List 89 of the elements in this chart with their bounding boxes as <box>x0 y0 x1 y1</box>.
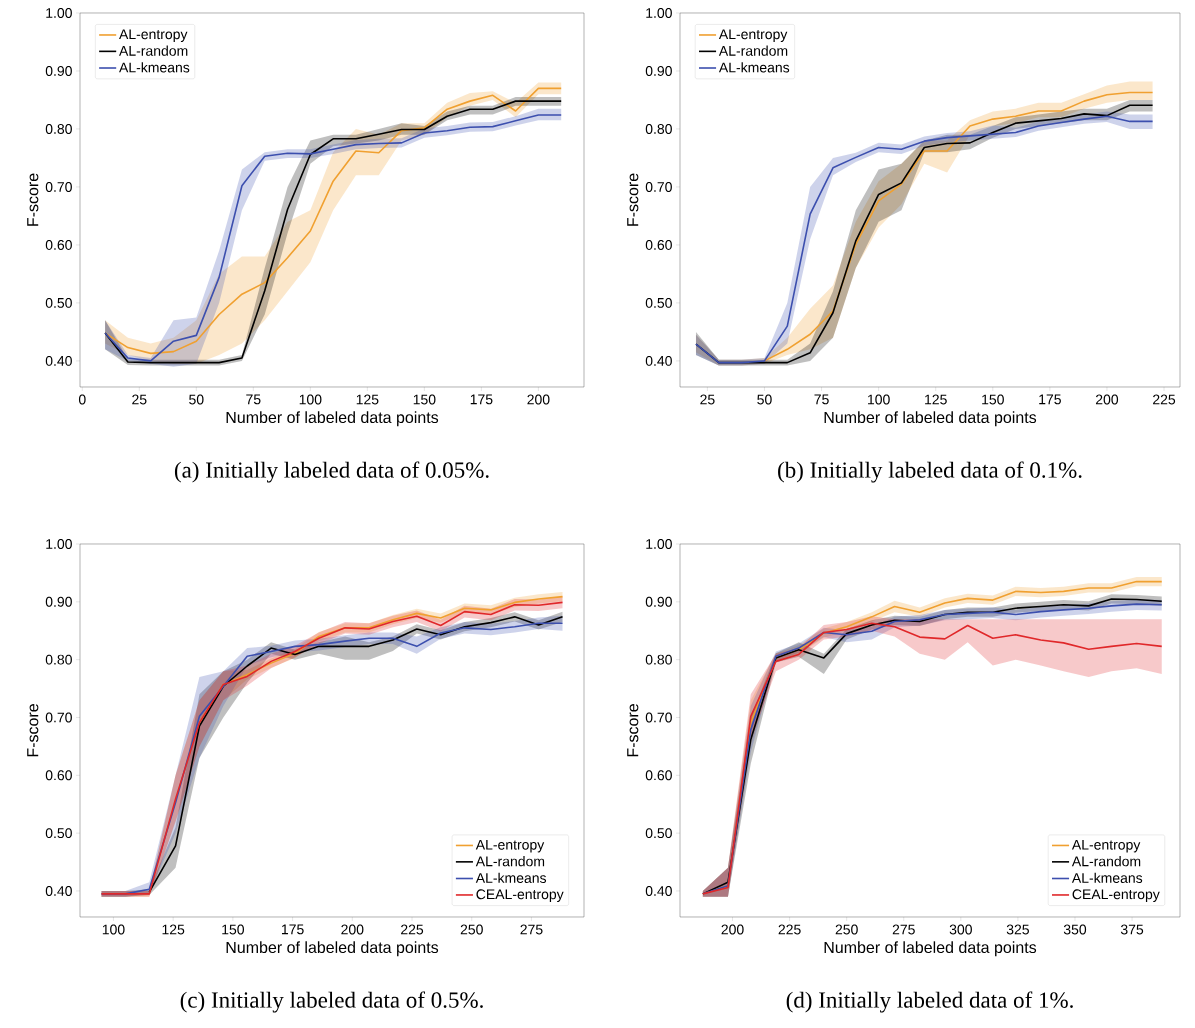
legend-label: AL-kmeans <box>718 62 790 73</box>
y-tick-label: 0.80 <box>645 123 672 134</box>
x-tick-label: 250 <box>835 924 858 935</box>
text: (a) Initially labeled data of 0.05%. <box>174 461 489 483</box>
x-tick-label: 375 <box>1120 924 1144 935</box>
x-tick-label: 275 <box>892 924 915 935</box>
x-tick-label: 75 <box>246 394 261 405</box>
legend-label: AL-kmeans <box>1071 872 1143 883</box>
x-tick-label: 175 <box>470 394 493 405</box>
y-axis-title: F-score <box>27 173 39 226</box>
legend-label: AL-entropy <box>718 29 788 42</box>
y-axis-title: F-score <box>27 704 39 757</box>
x-tick-label: 150 <box>413 394 436 405</box>
legend-label: AL-entropy <box>475 839 545 853</box>
x-axis-title: Number of labeled data points <box>824 411 1037 427</box>
x-tick-label: 225 <box>401 924 424 935</box>
x-tick-label: 300 <box>949 924 972 935</box>
legend-label: AL-entropy <box>119 29 188 42</box>
y-tick-label: 0.70 <box>45 181 72 192</box>
line-series <box>763 91 1154 362</box>
x-tick-label: 200 <box>721 924 744 935</box>
x-axis-title: Number of labeled data points <box>226 941 439 957</box>
y-tick-label: 0.40 <box>645 355 672 366</box>
x-tick-label: 250 <box>460 924 483 935</box>
x-tick-label: 100 <box>299 394 322 405</box>
y-tick-label: 0.40 <box>45 886 72 896</box>
y-tick-label: 0.70 <box>645 712 672 723</box>
y-tick-label: 0.80 <box>45 123 72 134</box>
y-tick-label: 0.90 <box>645 596 672 607</box>
x-tick-label: 225 <box>1153 394 1176 405</box>
legend-label: CEAL-entropy <box>476 889 564 902</box>
x-tick-label: 125 <box>925 394 947 405</box>
text: (b) Initially labeled data of 0.1%. <box>778 461 1082 483</box>
x-tick-label: 175 <box>1039 394 1061 405</box>
y-axis-title: F-score <box>627 704 639 757</box>
y-tick-label: 0.50 <box>645 297 672 308</box>
x-tick-label: 275 <box>520 924 543 935</box>
legend-label: AL-kmeans <box>119 62 190 73</box>
x-tick-label: 100 <box>102 924 125 935</box>
text: (c) Initially labeled data of 0.5%. <box>180 991 483 1013</box>
x-tick-label: 325 <box>1006 924 1029 935</box>
x-tick-label: 125 <box>162 924 185 935</box>
y-tick-label: 0.60 <box>45 239 72 250</box>
y-tick-label: 0.90 <box>45 596 72 607</box>
x-tick-label: 175 <box>281 924 304 935</box>
y-tick-label: 0.70 <box>45 712 72 723</box>
x-tick-label: 150 <box>222 924 245 935</box>
y-axis-title: F-score <box>627 173 639 226</box>
y-tick-label: 1.00 <box>646 8 672 18</box>
x-tick-label: 200 <box>341 924 364 935</box>
y-tick-label: 0.80 <box>645 654 672 665</box>
legend-label: AL-random <box>475 856 545 867</box>
x-tick-label: 350 <box>1063 924 1087 935</box>
y-tick-label: 1.00 <box>646 539 672 549</box>
legend-label: CEAL-entropy <box>1072 889 1160 902</box>
x-tick-label: 100 <box>868 394 890 405</box>
y-tick-label: 0.70 <box>645 181 672 192</box>
x-tick-label: 200 <box>527 394 550 405</box>
text: (d) Initially labeled data of 1%. <box>786 991 1073 1013</box>
y-tick-label: 0.80 <box>45 654 72 665</box>
y-tick-label: 0.50 <box>45 297 72 308</box>
x-tick-label: 200 <box>1095 394 1119 405</box>
y-tick-label: 0.40 <box>645 886 672 896</box>
x-tick-label: 50 <box>757 394 772 405</box>
y-tick-label: 0.50 <box>645 828 672 839</box>
y-tick-label: 1.00 <box>46 539 72 549</box>
legend-label: AL-random <box>119 45 188 56</box>
x-tick-label: 25 <box>132 394 147 405</box>
legend-label: AL-kmeans <box>475 872 547 883</box>
y-tick-label: 0.60 <box>45 770 72 781</box>
x-axis-title: Number of labeled data points <box>226 411 439 427</box>
x-tick-label: 150 <box>982 394 1004 405</box>
legend-label: AL-random <box>718 45 788 56</box>
x-tick-label: 225 <box>778 924 801 935</box>
legend-label: AL-random <box>1071 856 1141 867</box>
y-tick-label: 0.60 <box>645 770 672 781</box>
x-axis-title: Number of labeled data points <box>824 941 1037 957</box>
legend-label: AL-entropy <box>1071 839 1141 853</box>
x-tick-label: 75 <box>814 394 829 405</box>
y-tick-label: 1.00 <box>46 8 72 18</box>
y-tick-label: 0.40 <box>45 355 72 366</box>
y-tick-label: 0.60 <box>645 239 672 250</box>
x-tick-label: 0 <box>78 394 86 405</box>
y-tick-label: 0.50 <box>45 828 72 839</box>
y-tick-label: 0.90 <box>45 66 72 76</box>
x-tick-label: 125 <box>356 394 379 405</box>
x-tick-label: 50 <box>189 394 204 405</box>
x-tick-label: 25 <box>700 394 715 405</box>
y-tick-label: 0.90 <box>645 66 672 76</box>
